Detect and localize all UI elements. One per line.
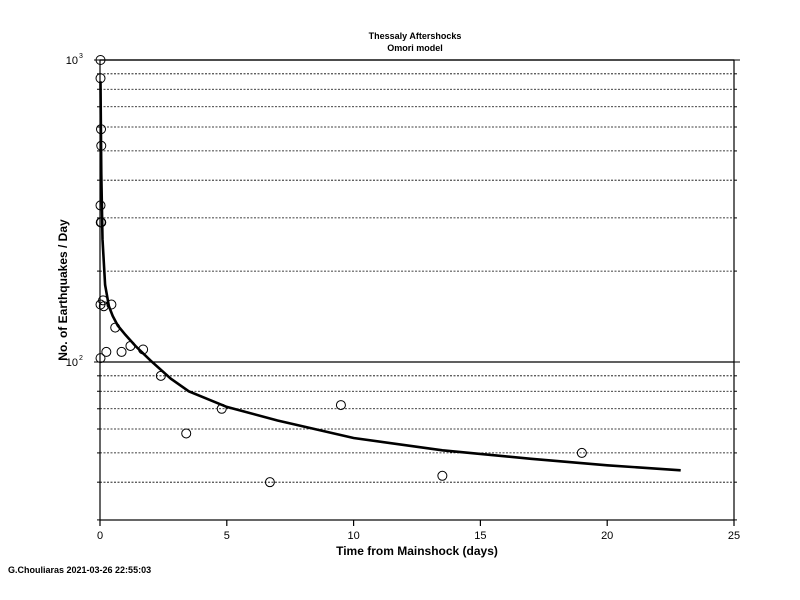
x-tick-label: 15 bbox=[474, 530, 486, 542]
data-point bbox=[138, 344, 149, 355]
x-axis: 0 5 10 15 20 25 bbox=[97, 520, 740, 542]
y-tick-exponent: 2 bbox=[79, 355, 83, 362]
data-point bbox=[116, 346, 127, 357]
credit-stamp: G.Chouliaras 2021-03-26 22:55:03 bbox=[8, 565, 152, 575]
data-point bbox=[95, 73, 106, 84]
data-point bbox=[155, 370, 166, 381]
data-point bbox=[95, 353, 106, 364]
data-point bbox=[96, 140, 107, 151]
x-tick-label: 10 bbox=[347, 530, 359, 542]
y-axis-label: No. of Earthquakes / Day bbox=[56, 219, 70, 361]
chart-subtitle: Omori model bbox=[387, 43, 443, 53]
plot-frame bbox=[99, 59, 735, 521]
observed-points bbox=[95, 55, 587, 488]
data-point bbox=[216, 403, 227, 414]
x-tick-label: 20 bbox=[601, 530, 613, 542]
y-tick-label: 10 bbox=[66, 55, 78, 67]
omori-fit-line bbox=[99, 81, 681, 472]
x-tick-label: 25 bbox=[728, 530, 740, 542]
data-point bbox=[101, 346, 112, 357]
data-point bbox=[437, 470, 448, 481]
grid-lines bbox=[94, 59, 740, 521]
data-point bbox=[106, 299, 117, 310]
data-point bbox=[98, 301, 109, 312]
chart-title: Thessaly Aftershocks bbox=[369, 31, 462, 41]
data-point bbox=[96, 124, 107, 135]
x-tick-label: 0 bbox=[97, 530, 103, 542]
data-point bbox=[576, 447, 587, 458]
data-point bbox=[181, 428, 192, 439]
y-tick-label: 10 bbox=[66, 357, 78, 369]
x-tick-label: 5 bbox=[224, 530, 230, 542]
data-point bbox=[125, 340, 136, 351]
data-point bbox=[335, 400, 346, 411]
data-point bbox=[264, 477, 275, 488]
data-point bbox=[110, 322, 121, 333]
data-point bbox=[95, 200, 106, 211]
data-point bbox=[96, 217, 107, 228]
y-tick-exponent: 3 bbox=[79, 53, 83, 60]
x-axis-label: Time from Mainshock (days) bbox=[336, 544, 498, 558]
data-point bbox=[95, 55, 106, 65]
